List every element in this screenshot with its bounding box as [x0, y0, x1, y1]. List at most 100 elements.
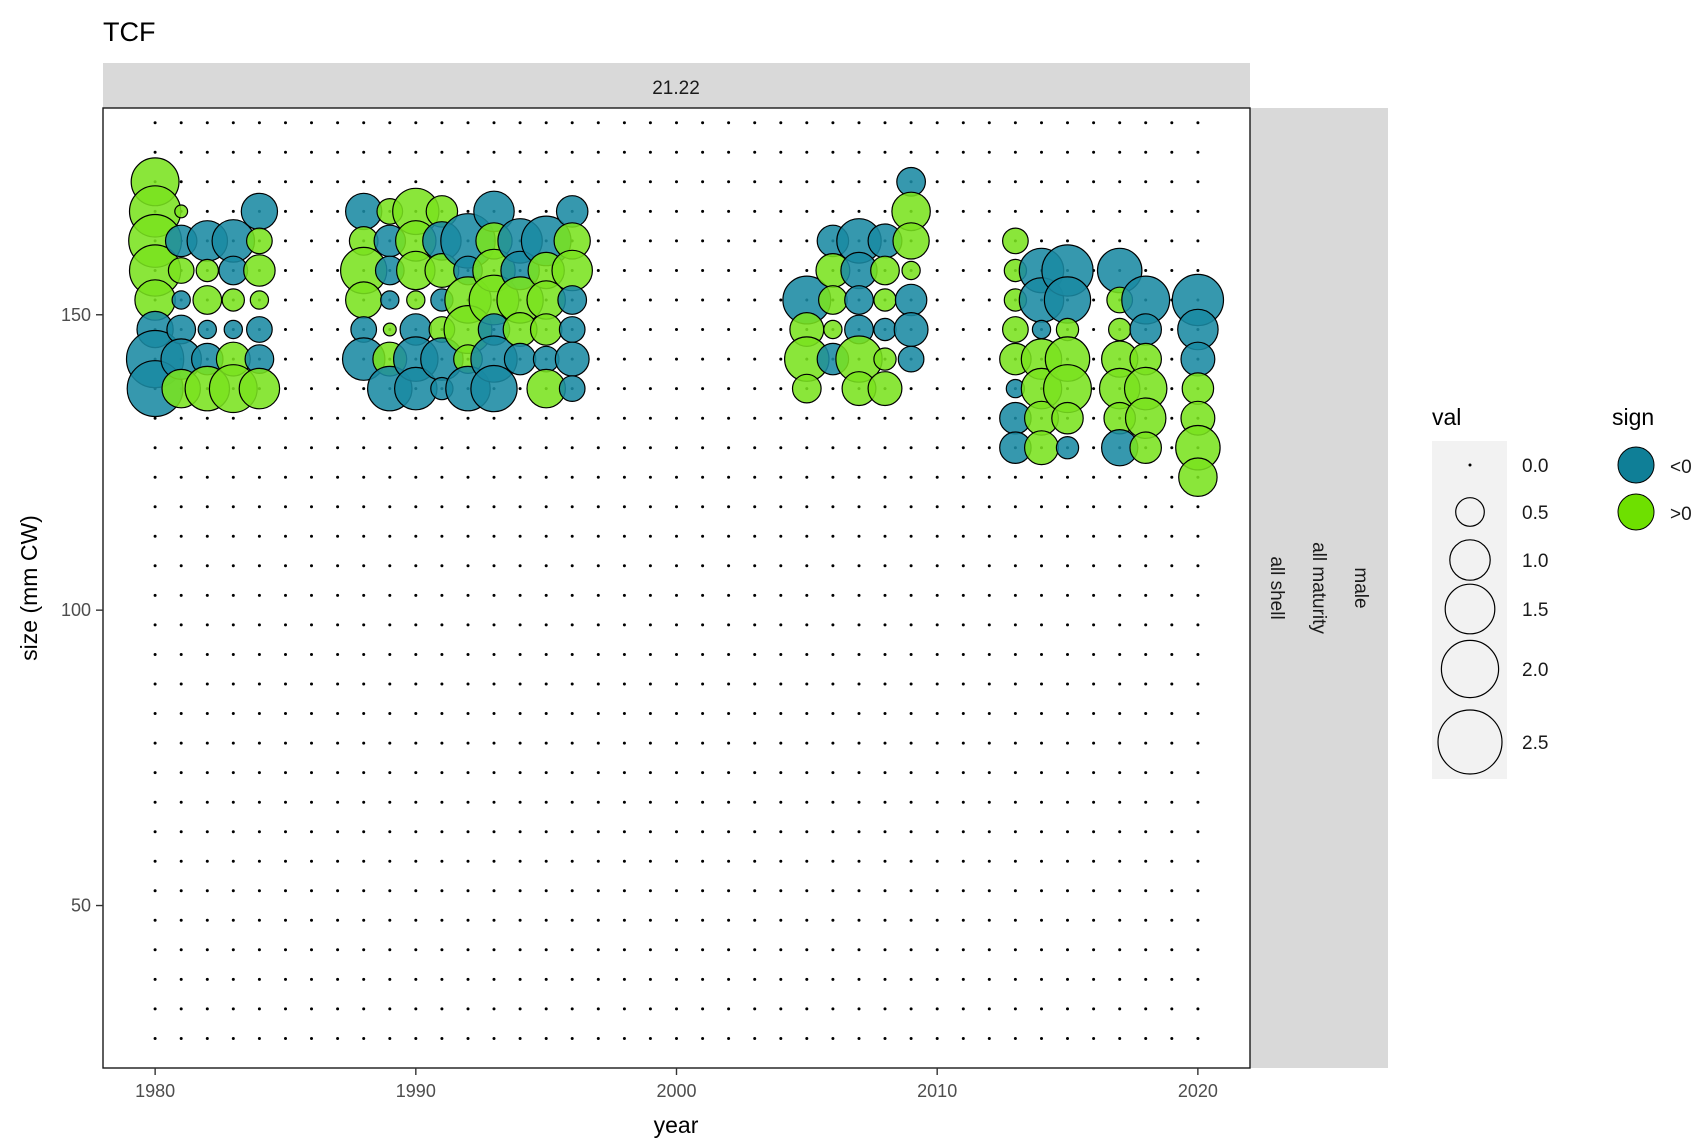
grid-point: [779, 416, 783, 420]
grid-point: [883, 977, 887, 981]
grid-point: [362, 446, 366, 450]
grid-point: [205, 977, 209, 981]
grid-point: [1144, 239, 1148, 243]
grid-point: [779, 918, 783, 922]
grid-point: [805, 475, 809, 479]
grid-point: [336, 948, 340, 952]
grid-point: [779, 623, 783, 627]
grid-point: [831, 682, 835, 686]
grid-point: [675, 505, 678, 509]
grid-point: [701, 416, 705, 420]
grid-point: [857, 741, 861, 745]
grid-point: [518, 918, 522, 922]
grid-point: [153, 948, 157, 952]
grid-point: [648, 712, 652, 715]
grid-point: [1092, 712, 1096, 715]
grid-point: [231, 918, 235, 922]
grid-point: [518, 416, 522, 420]
grid-point: [1170, 416, 1174, 420]
grid-point: [987, 1007, 991, 1011]
grid-point: [727, 121, 731, 125]
grid-point: [310, 209, 313, 213]
grid-point: [1196, 209, 1200, 213]
grid-point: [388, 830, 392, 834]
grid-point: [727, 771, 731, 775]
grid-point: [1066, 150, 1069, 154]
grid-point: [883, 505, 887, 509]
grid-point: [1118, 180, 1122, 184]
grid-point: [1196, 564, 1200, 568]
grid-point: [362, 653, 366, 656]
grid-point: [1170, 653, 1174, 656]
grid-point: [935, 859, 939, 863]
legend-size-label: 2.0: [1522, 660, 1548, 681]
grid-point: [727, 593, 731, 597]
grid-point: [414, 1037, 418, 1040]
grid-point: [753, 298, 757, 302]
grid-point: [570, 741, 574, 745]
grid-point: [805, 653, 809, 656]
grid-point: [779, 180, 783, 184]
grid-point: [284, 682, 287, 686]
grid-point: [753, 593, 757, 597]
grid-point: [1013, 948, 1017, 952]
grid-point: [153, 593, 157, 597]
grid-point: [857, 948, 861, 952]
grid-point: [1013, 918, 1017, 922]
grid-point: [701, 387, 705, 391]
grid-point: [231, 505, 235, 509]
grid-point: [362, 534, 366, 538]
grid-point: [466, 150, 470, 154]
grid-point: [753, 357, 757, 361]
grid-point: [336, 564, 340, 568]
grid-point: [753, 623, 757, 627]
grid-point: [1040, 564, 1043, 568]
grid-point: [596, 475, 600, 479]
grid-point: [727, 416, 731, 420]
grid-point: [935, 771, 939, 775]
grid-point: [231, 416, 235, 420]
grid-point: [805, 180, 809, 184]
grid-point: [1092, 800, 1096, 804]
bubble: [1181, 372, 1215, 405]
grid-point: [466, 180, 470, 184]
grid-point: [727, 918, 731, 922]
bubble: [245, 227, 273, 255]
grid-point: [961, 387, 965, 391]
grid-point: [492, 564, 496, 568]
grid-point: [257, 446, 261, 450]
grid-point: [518, 653, 522, 656]
grid-point: [1144, 948, 1148, 952]
grid-point: [388, 712, 392, 715]
grid-point: [1144, 209, 1148, 213]
grid-point: [492, 150, 496, 154]
grid-point: [805, 712, 809, 715]
grid-point: [1144, 475, 1148, 479]
bubble: [844, 285, 874, 315]
grid-point: [987, 475, 991, 479]
grid-point: [831, 475, 835, 479]
grid-point: [596, 859, 600, 863]
grid-point: [909, 918, 913, 922]
grid-point: [336, 859, 340, 863]
grid-point: [961, 948, 965, 952]
grid-point: [1170, 387, 1174, 391]
grid-point: [1144, 918, 1148, 922]
grid-point: [622, 564, 626, 568]
grid-point: [153, 800, 157, 804]
grid-point: [1170, 564, 1174, 568]
grid-point: [388, 180, 392, 184]
x-tick-label: 1980: [135, 1081, 175, 1101]
grid-point: [544, 859, 548, 863]
grid-point: [648, 830, 652, 834]
grid-point: [935, 977, 939, 981]
grid-point: [1118, 977, 1122, 981]
grid-point: [596, 800, 600, 804]
grid-point: [857, 416, 861, 420]
grid-point: [987, 239, 991, 243]
grid-point: [336, 889, 340, 893]
grid-point: [622, 239, 626, 243]
grid-point: [414, 180, 418, 184]
grid-point: [1066, 771, 1069, 775]
grid-point: [1170, 741, 1174, 745]
